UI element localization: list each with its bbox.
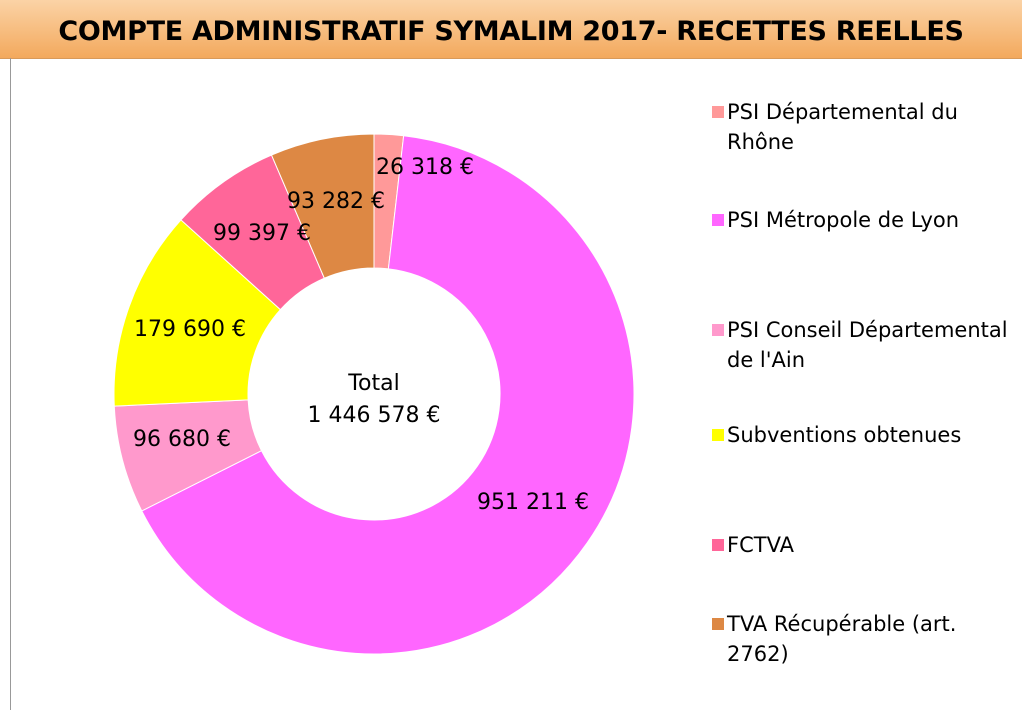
title-bar <box>0 0 1022 59</box>
data-label: 26 318 € <box>376 155 474 180</box>
center-label: Total <box>347 371 399 396</box>
legend-swatch <box>712 324 724 336</box>
data-label: 951 211 € <box>477 490 589 515</box>
donut-slice <box>141 135 635 655</box>
legend-label: PSI Conseil Départemental de l'Ain <box>727 318 1008 372</box>
legend-swatch <box>712 618 724 630</box>
legend-item: PSI Conseil Départemental de l'Ain <box>712 315 1012 375</box>
legend-item: TVA Récupérable (art. 2762) <box>712 609 1012 669</box>
data-label: 99 397 € <box>213 221 311 246</box>
frame <box>10 58 11 710</box>
legend-item: PSI Départemental du Rhône <box>712 97 1012 157</box>
data-label: 96 680 € <box>133 427 231 452</box>
center-label: 1 446 578 € <box>308 403 441 428</box>
legend-label: PSI Métropole de Lyon <box>727 208 960 232</box>
legend-label: PSI Départemental du Rhône <box>727 100 958 154</box>
legend-swatch <box>712 214 724 226</box>
chart-title: COMPTE ADMINISTRATIF SYMALIM 2017- RECET… <box>58 16 964 47</box>
legend-label: FCTVA <box>727 533 794 557</box>
donut-slice <box>270 133 375 279</box>
legend-item: PSI Métropole de Lyon <box>712 205 1012 235</box>
data-label: 93 282 € <box>287 189 385 214</box>
legend-label: TVA Récupérable (art. 2762) <box>727 612 957 666</box>
legend-swatch <box>712 429 724 441</box>
legend-swatch <box>712 106 724 118</box>
data-label: 179 690 € <box>134 317 246 342</box>
legend-item: Subventions obtenues <box>712 420 1012 450</box>
legend-item: FCTVA <box>712 530 1012 560</box>
legend-swatch <box>712 539 724 551</box>
legend-label: Subventions obtenues <box>727 423 962 447</box>
donut-slice <box>113 219 282 407</box>
